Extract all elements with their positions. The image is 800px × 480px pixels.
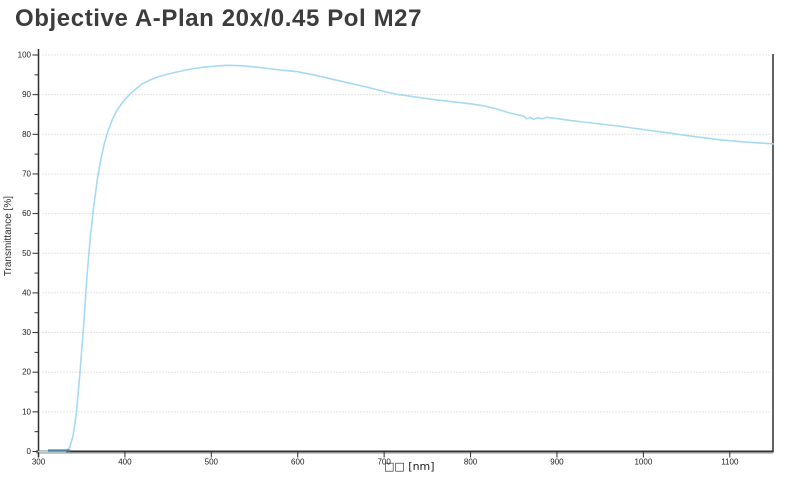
y-tick-label: 80 <box>22 130 31 139</box>
x-tick-label: 400 <box>118 458 132 467</box>
x-tick-label: 300 <box>32 458 46 467</box>
y-tick-label: 90 <box>22 90 31 99</box>
x-tick-labels: 300 400 500 600 700 800 900 1000 1100 <box>32 458 739 467</box>
x-tick-label: 800 <box>464 458 478 467</box>
x-tick-label: 1000 <box>634 458 652 467</box>
y-tick-label: 30 <box>22 328 31 337</box>
x-tick-label: 1100 <box>721 458 739 467</box>
curve-layer <box>37 64 774 453</box>
y-tick-label: 100 <box>18 51 32 60</box>
y-tick-label: 0 <box>27 447 32 456</box>
y-tick-label: 70 <box>22 169 31 178</box>
x-tick-label: 700 <box>377 458 391 467</box>
x-tick-label: 600 <box>291 458 305 467</box>
y-tick-label: 50 <box>22 249 31 258</box>
y-tick-label: 40 <box>22 288 31 297</box>
gridlines <box>42 54 771 413</box>
transmittance-curve <box>37 64 774 453</box>
axes <box>36 49 774 458</box>
y-tick-label: 60 <box>22 209 31 218</box>
tick-marks <box>32 54 731 458</box>
y-tick-labels: 0 10 20 30 40 50 60 70 80 90 100 <box>18 51 32 457</box>
x-tick-label: 900 <box>550 458 564 467</box>
y-tick-label: 10 <box>22 407 31 416</box>
y-tick-label: 20 <box>22 368 31 377</box>
chart-title: Objective A-Plan 20x/0.45 Pol M27 <box>15 5 423 32</box>
x-tick-label: 500 <box>205 458 219 467</box>
x-axis-label: □□ [nm] <box>384 460 435 473</box>
